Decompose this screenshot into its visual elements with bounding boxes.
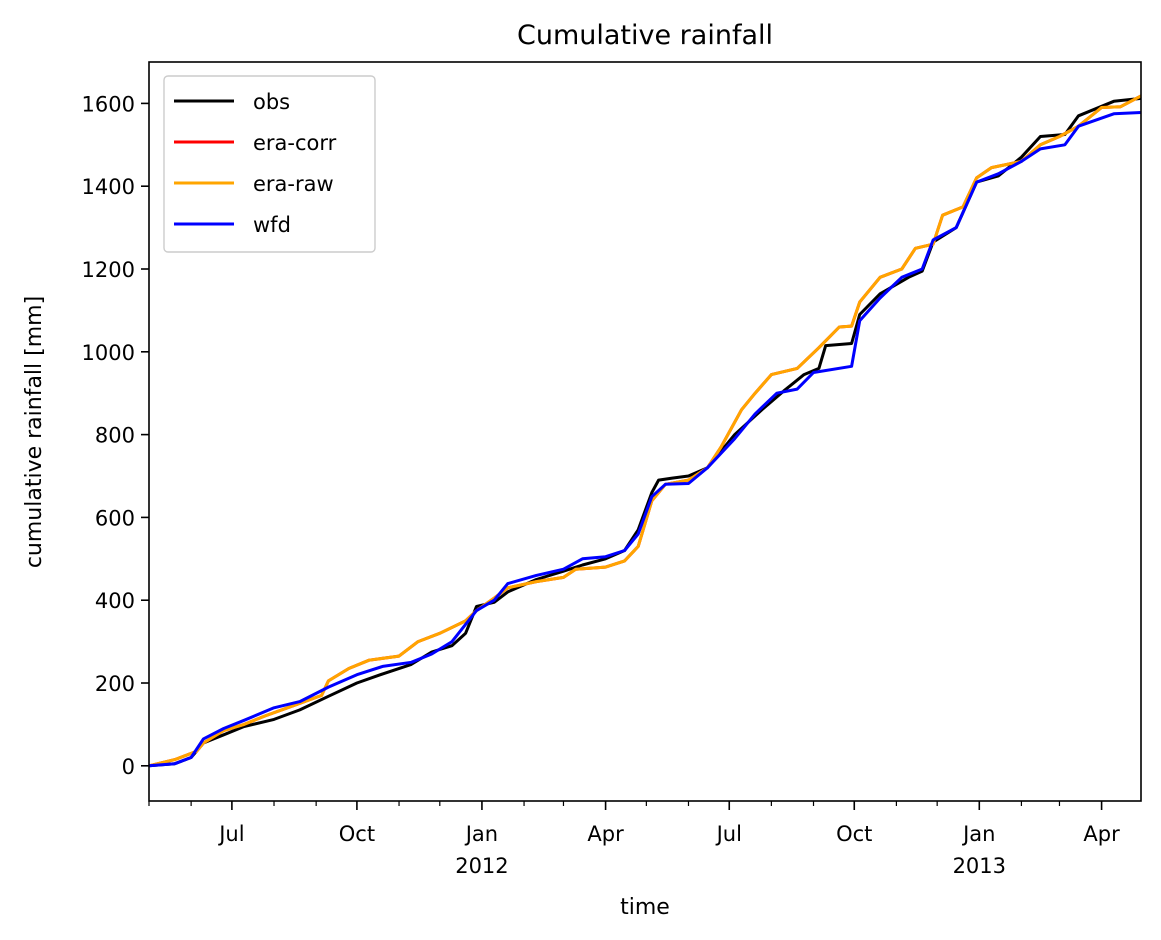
- x-tick-label: Jan: [961, 822, 995, 846]
- y-tick-label: 200: [95, 672, 135, 696]
- y-axis-label: cumulative rainfall [mm]: [22, 296, 47, 568]
- y-tick-label: 1200: [82, 258, 135, 282]
- legend-label-era-corr: era-corr: [253, 131, 337, 155]
- x-tick-label: Apr: [587, 822, 624, 846]
- x-tick-label: Jan: [464, 822, 498, 846]
- y-tick-label: 600: [95, 506, 135, 530]
- y-tick-label: 0: [122, 755, 135, 779]
- y-tick-label: 1600: [82, 92, 135, 116]
- chart-title: Cumulative rainfall: [517, 20, 773, 51]
- x-tick-year-label: 2013: [953, 854, 1006, 878]
- y-tick-label: 1400: [82, 175, 135, 199]
- x-tick-label: Jul: [715, 822, 742, 846]
- legend-box: [163, 75, 376, 253]
- series-layer: [148, 94, 1142, 768]
- x-tick-label: Oct: [339, 822, 375, 846]
- x-axis-label: time: [620, 895, 670, 920]
- legend-label-obs: obs: [253, 90, 290, 114]
- legend: obs era-corr era-raw wfd: [163, 75, 376, 253]
- series-line-wfd: [148, 111, 1142, 768]
- y-tick-label: 800: [95, 424, 135, 448]
- ticks-layer: 0 200 400 600 800 1000 1200 1400 1600 Jul Oct Jan 20…: [82, 92, 1121, 878]
- x-tick-label: Oct: [836, 822, 872, 846]
- x-tick-label: Apr: [1083, 822, 1120, 846]
- x-tick-label: Jul: [217, 822, 244, 846]
- legend-label-wfd: wfd: [253, 213, 291, 237]
- y-tick-label: 400: [95, 589, 135, 613]
- x-tick-year-label: 2012: [455, 854, 508, 878]
- y-tick-label: 1000: [82, 341, 135, 365]
- plot-frame: [148, 61, 1142, 802]
- legend-label-era-raw: era-raw: [253, 172, 334, 196]
